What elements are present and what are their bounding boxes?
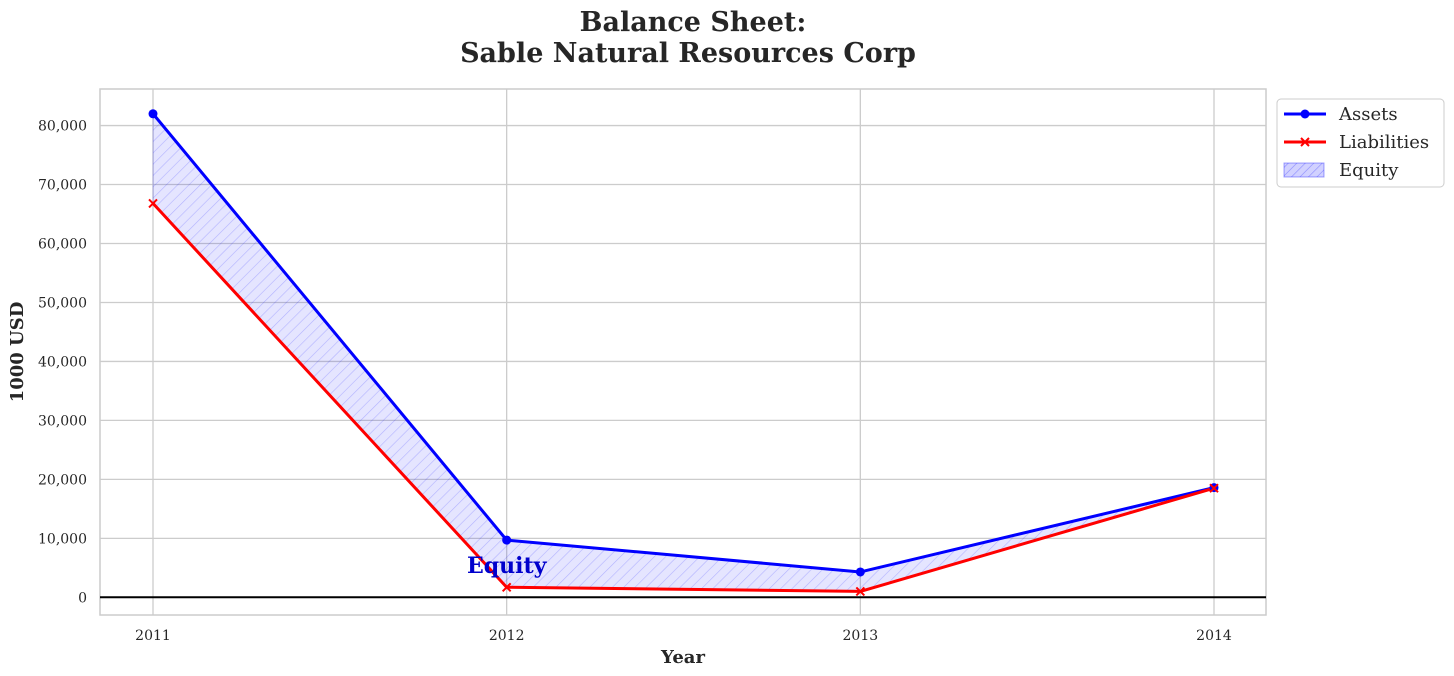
data-point-liabilities <box>1209 483 1219 493</box>
x-tick-label: 2014 <box>1196 628 1232 644</box>
legend-equity-label: Equity <box>1339 160 1399 181</box>
y-tick-label: 40,000 <box>38 354 87 370</box>
data-point-assets <box>855 567 865 577</box>
data-point-liabilities <box>501 582 512 592</box>
legend-liabilities-label: Liabilities <box>1339 132 1429 153</box>
plot-area: Equity <box>99 88 1267 616</box>
series-line-liabilities <box>151 202 1215 593</box>
data-point-assets <box>148 109 158 119</box>
x-axis-label: Year <box>660 647 705 668</box>
x-tick-label: 2012 <box>489 628 525 644</box>
legend-assets-label: Assets <box>1338 104 1398 125</box>
y-tick-label: 80,000 <box>38 119 87 135</box>
x-tick-label: 2013 <box>843 628 879 644</box>
chart-title-line2: Sable Natural Resources Corp <box>460 38 916 69</box>
x-tick-label: 2011 <box>135 628 171 644</box>
y-tick-label: 0 <box>78 590 87 606</box>
y-tick-label: 30,000 <box>38 413 87 429</box>
marker-layer <box>148 109 1219 597</box>
legend-assets-marker <box>1300 109 1310 119</box>
plot-frame <box>99 88 1267 616</box>
x-axis-ticks: 2011 2012 2013 2014 <box>135 628 1232 644</box>
series-layer <box>151 112 1215 593</box>
equity-annotation: Equity <box>467 553 548 579</box>
series-line-assets <box>151 112 1215 574</box>
y-tick-label: 70,000 <box>38 178 87 194</box>
y-tick-label: 20,000 <box>38 472 87 488</box>
y-tick-label: 50,000 <box>38 295 87 311</box>
y-axis-ticks: 0 10,000 20,000 30,000 40,000 50,000 60,000 70,… <box>38 119 87 607</box>
chart-title-line1: Balance Sheet: <box>580 7 807 38</box>
y-tick-label: 60,000 <box>38 236 87 252</box>
legend-equity-swatch <box>1283 162 1325 178</box>
legend-liabilities-marker <box>1300 137 1310 147</box>
legend: Assets Liabilities Equity <box>1276 98 1445 188</box>
y-axis-label: 1000 USD <box>7 302 28 403</box>
data-point-liabilities <box>148 198 158 209</box>
data-point-liabilities <box>855 586 866 597</box>
y-tick-label: 10,000 <box>38 531 87 547</box>
data-point-assets <box>502 535 512 545</box>
